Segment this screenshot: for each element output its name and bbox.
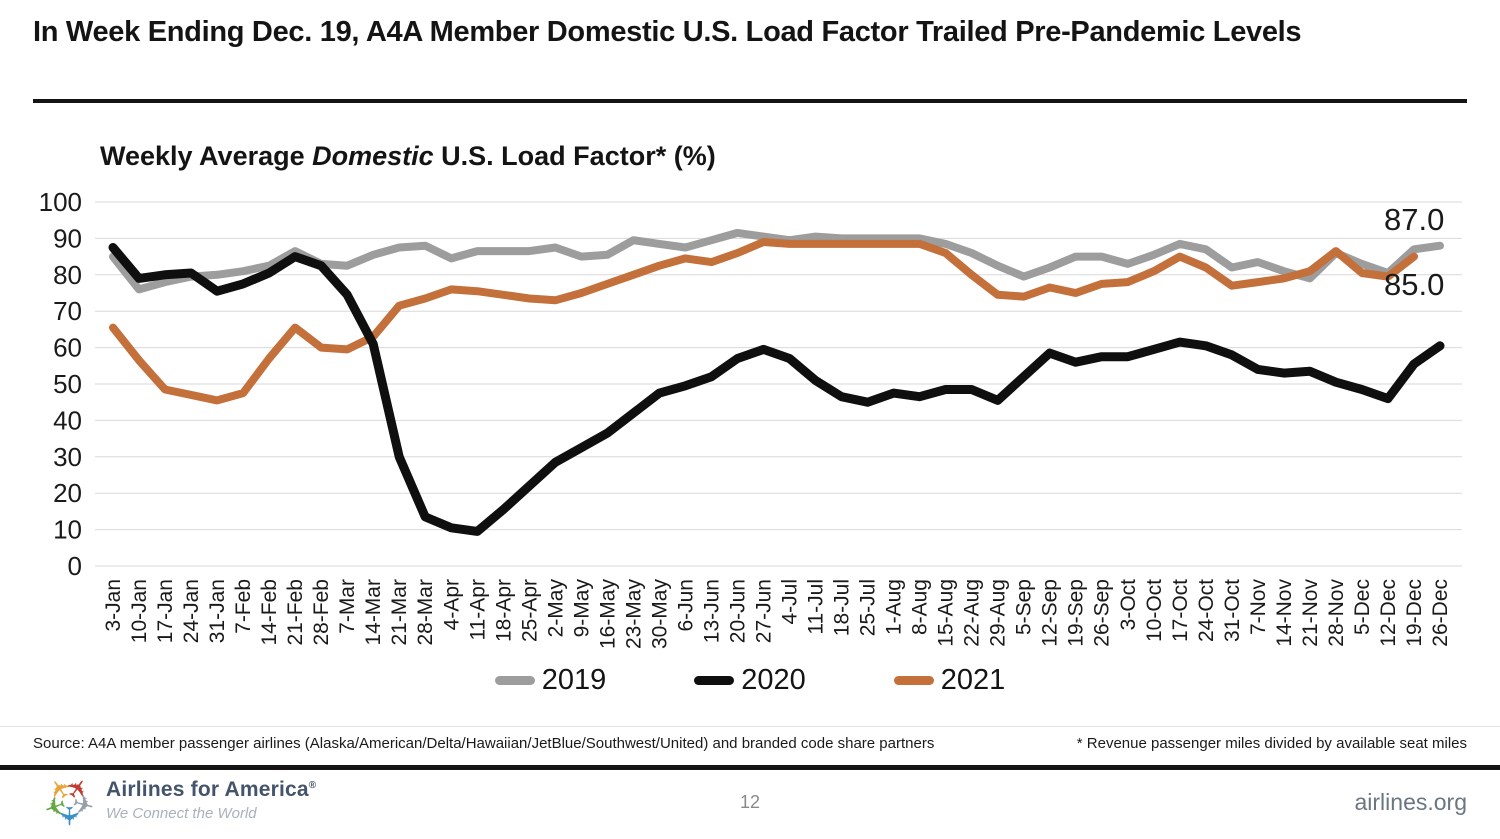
svg-text:18-Jul: 18-Jul: [831, 579, 854, 636]
svg-text:14-Feb: 14-Feb: [258, 579, 281, 646]
svg-text:80: 80: [53, 260, 82, 290]
svg-text:11-Apr: 11-Apr: [466, 579, 489, 640]
chart-title-prefix: Weekly Average: [100, 141, 313, 171]
svg-text:19-Sep: 19-Sep: [1065, 579, 1088, 647]
svg-text:7-Nov: 7-Nov: [1247, 579, 1270, 636]
svg-text:26-Sep: 26-Sep: [1091, 579, 1114, 647]
legend-label-2019: 2019: [541, 664, 607, 696]
svg-text:8-Aug: 8-Aug: [909, 579, 932, 635]
svg-text:28-Feb: 28-Feb: [310, 579, 333, 646]
svg-text:50: 50: [53, 369, 82, 399]
svg-text:16-May: 16-May: [596, 579, 619, 650]
legend-item-2021: 2021: [893, 664, 1006, 697]
svg-text:14-Nov: 14-Nov: [1273, 579, 1296, 647]
svg-text:10: 10: [53, 515, 82, 545]
svg-text:10-Jan: 10-Jan: [128, 579, 151, 643]
legend-swatch-2019: [494, 676, 535, 685]
svg-text:3-Jan: 3-Jan: [102, 579, 125, 632]
legend-item-2020: 2020: [694, 664, 806, 697]
svg-text:7-Feb: 7-Feb: [232, 579, 255, 634]
svg-text:6-Jun: 6-Jun: [674, 579, 697, 632]
chart-title-suffix: U.S. Load Factor* (%): [433, 141, 716, 171]
svg-text:21-Nov: 21-Nov: [1299, 579, 1322, 647]
footnote-divider: [0, 726, 1500, 727]
svg-text:13-Jun: 13-Jun: [701, 579, 724, 643]
svg-text:30: 30: [53, 442, 82, 472]
svg-text:29-Aug: 29-Aug: [987, 579, 1010, 647]
svg-text:12-Dec: 12-Dec: [1377, 579, 1400, 647]
svg-text:18-Apr: 18-Apr: [492, 579, 515, 642]
registered-mark: ®: [308, 780, 317, 791]
svg-text:31-Oct: 31-Oct: [1221, 579, 1244, 642]
page-title: In Week Ending Dec. 19, A4A Member Domes…: [33, 16, 1302, 48]
svg-text:3-Oct: 3-Oct: [1117, 579, 1140, 631]
svg-text:10-Oct: 10-Oct: [1143, 579, 1166, 642]
title-divider: [33, 99, 1467, 103]
svg-text:15-Aug: 15-Aug: [935, 579, 958, 647]
svg-text:26-Dec: 26-Dec: [1429, 579, 1452, 647]
svg-text:11-Jul: 11-Jul: [805, 579, 828, 635]
footer-divider: [0, 765, 1500, 770]
svg-text:1-Aug: 1-Aug: [883, 579, 906, 635]
source-text: Source: A4A member passenger airlines (A…: [33, 735, 935, 752]
svg-text:22-Aug: 22-Aug: [961, 579, 984, 647]
chart-legend: 2019 2020 2021: [0, 664, 1500, 697]
svg-text:70: 70: [53, 296, 82, 326]
svg-text:17-Jan: 17-Jan: [154, 579, 177, 643]
svg-text:9-May: 9-May: [570, 579, 593, 638]
source-row: Source: A4A member passenger airlines (A…: [33, 735, 1467, 752]
chart-title: Weekly Average Domestic U.S. Load Factor…: [100, 141, 716, 172]
svg-text:40: 40: [53, 405, 82, 435]
svg-text:28-Nov: 28-Nov: [1325, 579, 1348, 647]
legend-label-2020: 2020: [741, 664, 806, 696]
legend-item-2019: 2019: [494, 664, 607, 697]
svg-text:100: 100: [39, 187, 82, 217]
svg-text:90: 90: [53, 223, 82, 253]
svg-text:21-Mar: 21-Mar: [388, 579, 411, 646]
a4a-logo-text: Airlines for America® We Connect the Wor…: [106, 778, 316, 822]
svg-text:24-Jan: 24-Jan: [180, 579, 203, 643]
svg-text:25-Jul: 25-Jul: [857, 579, 880, 636]
svg-text:4-Jul: 4-Jul: [779, 579, 802, 625]
svg-text:19-Dec: 19-Dec: [1403, 579, 1426, 647]
svg-text:17-Oct: 17-Oct: [1169, 579, 1192, 642]
a4a-logo-name: Airlines for America®: [106, 778, 317, 801]
svg-text:21-Feb: 21-Feb: [284, 579, 307, 646]
page-number: 12: [739, 792, 761, 812]
legend-swatch-2021: [893, 676, 934, 685]
chart-title-italic: Domestic: [312, 141, 434, 171]
svg-text:5-Sep: 5-Sep: [1013, 579, 1036, 635]
svg-text:0: 0: [68, 551, 82, 581]
website-link: airlines.org: [1354, 789, 1468, 815]
svg-text:25-Apr: 25-Apr: [518, 579, 541, 642]
svg-text:20-Jun: 20-Jun: [727, 579, 750, 643]
a4a-logo-tagline: We Connect the World: [106, 805, 257, 822]
a4a-logo-icon: ✈ ✈ ✈ ✈ ✈: [34, 768, 100, 834]
svg-text:5-Dec: 5-Dec: [1351, 579, 1374, 635]
svg-text:27-Jun: 27-Jun: [753, 579, 776, 643]
svg-text:7-Mar: 7-Mar: [336, 579, 359, 634]
svg-text:12-Sep: 12-Sep: [1039, 579, 1062, 647]
svg-text:30-May: 30-May: [648, 579, 671, 650]
svg-text:20: 20: [53, 478, 82, 508]
annotation-2019-value: 87.0: [1384, 202, 1445, 237]
svg-text:4-Apr: 4-Apr: [440, 579, 463, 630]
legend-swatch-2020: [694, 676, 735, 685]
footnote-text: * Revenue passenger miles divided by ava…: [1076, 735, 1467, 752]
svg-text:31-Jan: 31-Jan: [206, 579, 229, 643]
svg-text:60: 60: [53, 333, 82, 363]
svg-text:24-Oct: 24-Oct: [1195, 579, 1218, 642]
svg-text:2-May: 2-May: [544, 579, 567, 638]
legend-label-2021: 2021: [940, 664, 1006, 696]
svg-text:28-Mar: 28-Mar: [414, 579, 437, 646]
svg-text:14-Mar: 14-Mar: [362, 579, 385, 646]
svg-text:23-May: 23-May: [622, 579, 645, 650]
annotation-2021-value: 85.0: [1384, 267, 1445, 302]
